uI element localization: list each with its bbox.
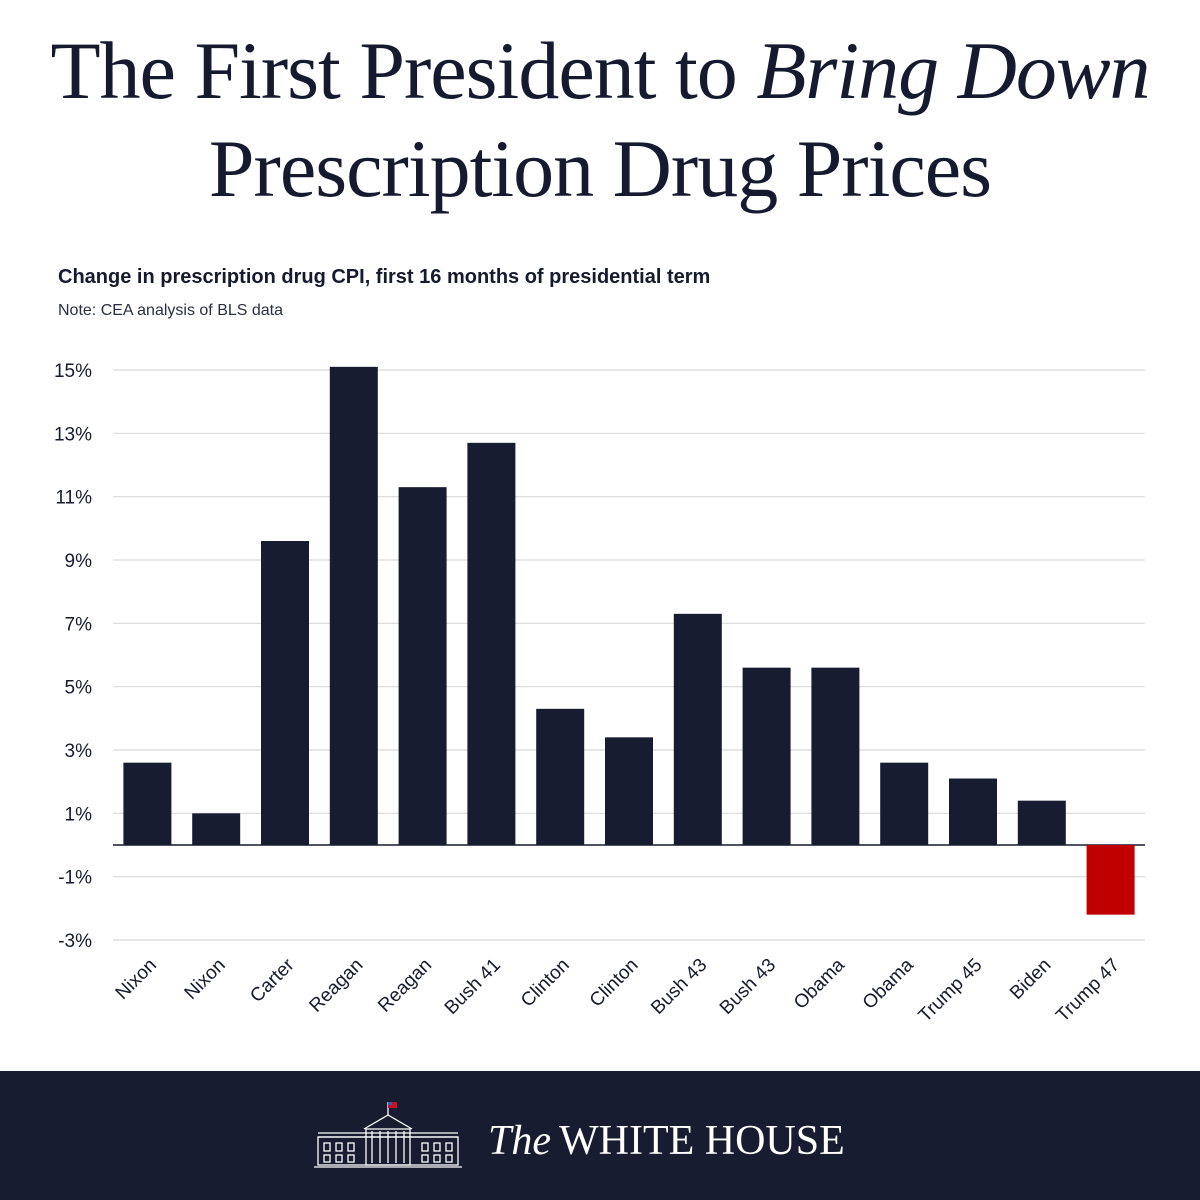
x-tick-label: Bush 43 — [647, 955, 711, 1019]
headline-line-1: The First President to Bring Down — [0, 22, 1200, 120]
wordmark-the: The — [488, 1118, 551, 1164]
y-tick-label: 9% — [65, 551, 93, 572]
bar-12 — [949, 778, 997, 845]
bar-4 — [398, 487, 447, 845]
headline: The First President to Bring Down Prescr… — [0, 22, 1200, 218]
headline-text-a: The First President to — [50, 25, 757, 116]
x-tick-labels: Nixon Nixon Carter Reagan Reagan Bush 41 Clint… — [112, 954, 1124, 1026]
white-house-logo-icon — [314, 1102, 462, 1168]
y-tick-labels: 15% 13% 11% 9% 7% 5% 3% 1% -1% -3% — [54, 361, 92, 952]
y-tick-label: 7% — [65, 614, 93, 635]
y-tick-label: -3% — [58, 931, 92, 952]
bar-6 — [536, 708, 585, 845]
bar-13 — [1017, 800, 1066, 845]
bar-0 — [123, 762, 172, 845]
chart-note: Note: CEA analysis of BLS data — [58, 302, 284, 319]
x-tick-label: Bush 43 — [716, 955, 780, 1019]
white-house-wordmark: The WHITE HOUSE — [488, 1117, 845, 1165]
x-tick-label: Nixon — [181, 955, 230, 1004]
x-tick-label: Trump 47 — [1052, 955, 1124, 1027]
wordmark-name: WHITE HOUSE — [559, 1118, 845, 1164]
x-tick-label: Reagan — [305, 955, 367, 1017]
x-tick-label: Clinton — [586, 955, 643, 1012]
x-tick-label: Nixon — [112, 955, 161, 1004]
x-tick-label: Trump 45 — [915, 955, 987, 1027]
y-tick-label: 1% — [65, 804, 93, 825]
x-tick-label: Obama — [859, 954, 918, 1013]
bar-11 — [880, 762, 929, 845]
bar-3 — [329, 366, 378, 845]
bar-5 — [467, 442, 516, 845]
headline-emphasis: Bring Down — [756, 25, 1150, 116]
x-tick-label: Clinton — [517, 955, 574, 1012]
y-tick-label: 13% — [54, 424, 92, 445]
x-tick-label: Obama — [790, 954, 849, 1013]
x-tick-label: Reagan — [374, 955, 436, 1017]
x-tick-label: Bush 41 — [441, 955, 505, 1019]
bars — [123, 366, 1135, 915]
x-tick-label: Biden — [1006, 955, 1055, 1004]
chart-subtitle: Change in prescription drug CPI, first 1… — [58, 266, 711, 288]
y-tick-label: 11% — [55, 488, 92, 509]
footer: The WHITE HOUSE — [0, 1071, 1200, 1200]
y-tick-label: 5% — [65, 678, 93, 699]
bar-10 — [811, 667, 860, 845]
bar-9 — [742, 667, 791, 845]
bar-8 — [673, 613, 722, 845]
y-tick-label: 15% — [54, 361, 92, 382]
y-tick-label: -1% — [58, 868, 92, 889]
y-tick-label: 3% — [65, 741, 93, 762]
bar-chart: 15% 13% 11% 9% 7% 5% 3% 1% -1% -3% Nixon Nixon Cart… — [54, 361, 1145, 1027]
flag-icon — [388, 1102, 397, 1108]
bar-14 — [1086, 845, 1135, 915]
headline-line-2: Prescription Drug Prices — [208, 123, 992, 214]
bar-1 — [192, 813, 241, 845]
bar-7 — [605, 737, 653, 845]
x-tick-label: Carter — [246, 954, 299, 1007]
bar-2 — [261, 541, 309, 845]
